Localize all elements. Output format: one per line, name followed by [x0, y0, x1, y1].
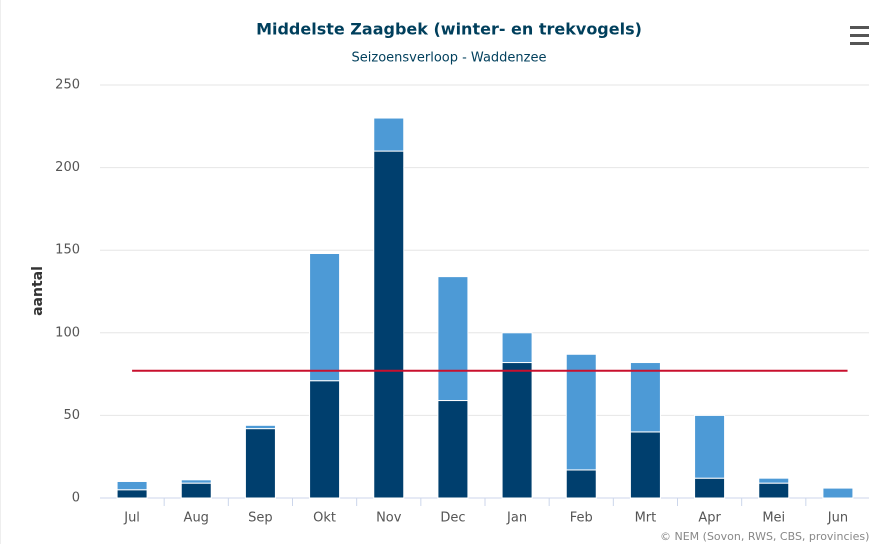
bar-segment — [694, 477, 726, 499]
bar-segment — [180, 482, 212, 499]
bar-segment — [116, 489, 148, 499]
bar-segment — [501, 332, 533, 364]
y-tick-label: 250 — [55, 78, 80, 93]
x-tick-label: Apr — [698, 511, 721, 526]
chart-title: Middelste Zaagbek (winter- en trekvogels… — [256, 20, 642, 39]
bar-segment — [437, 276, 469, 402]
bar-segment — [309, 253, 341, 382]
bar-segment — [373, 117, 405, 152]
bar-segment — [180, 479, 212, 484]
bar-segment — [758, 482, 790, 499]
menu-bar[interactable] — [850, 26, 869, 29]
x-tick-label: Nov — [376, 511, 402, 526]
y-tick-label: 150 — [55, 243, 80, 258]
y-tick-label: 200 — [55, 160, 80, 175]
x-tick-label: Sep — [248, 511, 273, 526]
x-tick-label: Jan — [506, 511, 527, 526]
bar-segment — [437, 400, 469, 499]
credits: © NEM (Sovon, RWS, CBS, provincies) — [660, 530, 869, 543]
x-tick-label: Aug — [184, 511, 209, 526]
bar-segment — [309, 380, 341, 499]
x-tick-label: Jun — [827, 511, 848, 526]
bar-segment — [629, 362, 661, 433]
x-tick-label: Dec — [440, 511, 465, 526]
x-tick-label: Feb — [570, 511, 593, 526]
x-tick-label: Jul — [123, 511, 140, 526]
bar-segment — [116, 480, 148, 491]
x-tick-label: Mrt — [635, 511, 657, 526]
y-tick-label: 0 — [72, 491, 80, 506]
bar-segment — [629, 431, 661, 499]
y-tick-label: 50 — [63, 408, 80, 423]
x-tick-label: Mei — [762, 511, 785, 526]
y-tick-label: 100 — [55, 325, 80, 340]
bar-segment — [373, 150, 405, 499]
bar-segment — [244, 424, 276, 430]
menu-bar[interactable] — [850, 42, 869, 45]
bar-segment — [694, 414, 726, 479]
bar-segment — [565, 469, 597, 499]
y-axis-label: aantal — [30, 266, 46, 316]
bar-segment — [565, 353, 597, 471]
x-tick-label: Okt — [313, 511, 336, 526]
chart-subtitle: Seizoensverloop - Waddenzee — [352, 51, 547, 66]
bar-segment — [758, 477, 790, 484]
bar-segment — [822, 487, 854, 499]
menu-bar[interactable] — [850, 34, 869, 37]
bar-segment — [244, 428, 276, 499]
menu-button[interactable] — [850, 26, 869, 45]
bar-segment — [501, 362, 533, 499]
